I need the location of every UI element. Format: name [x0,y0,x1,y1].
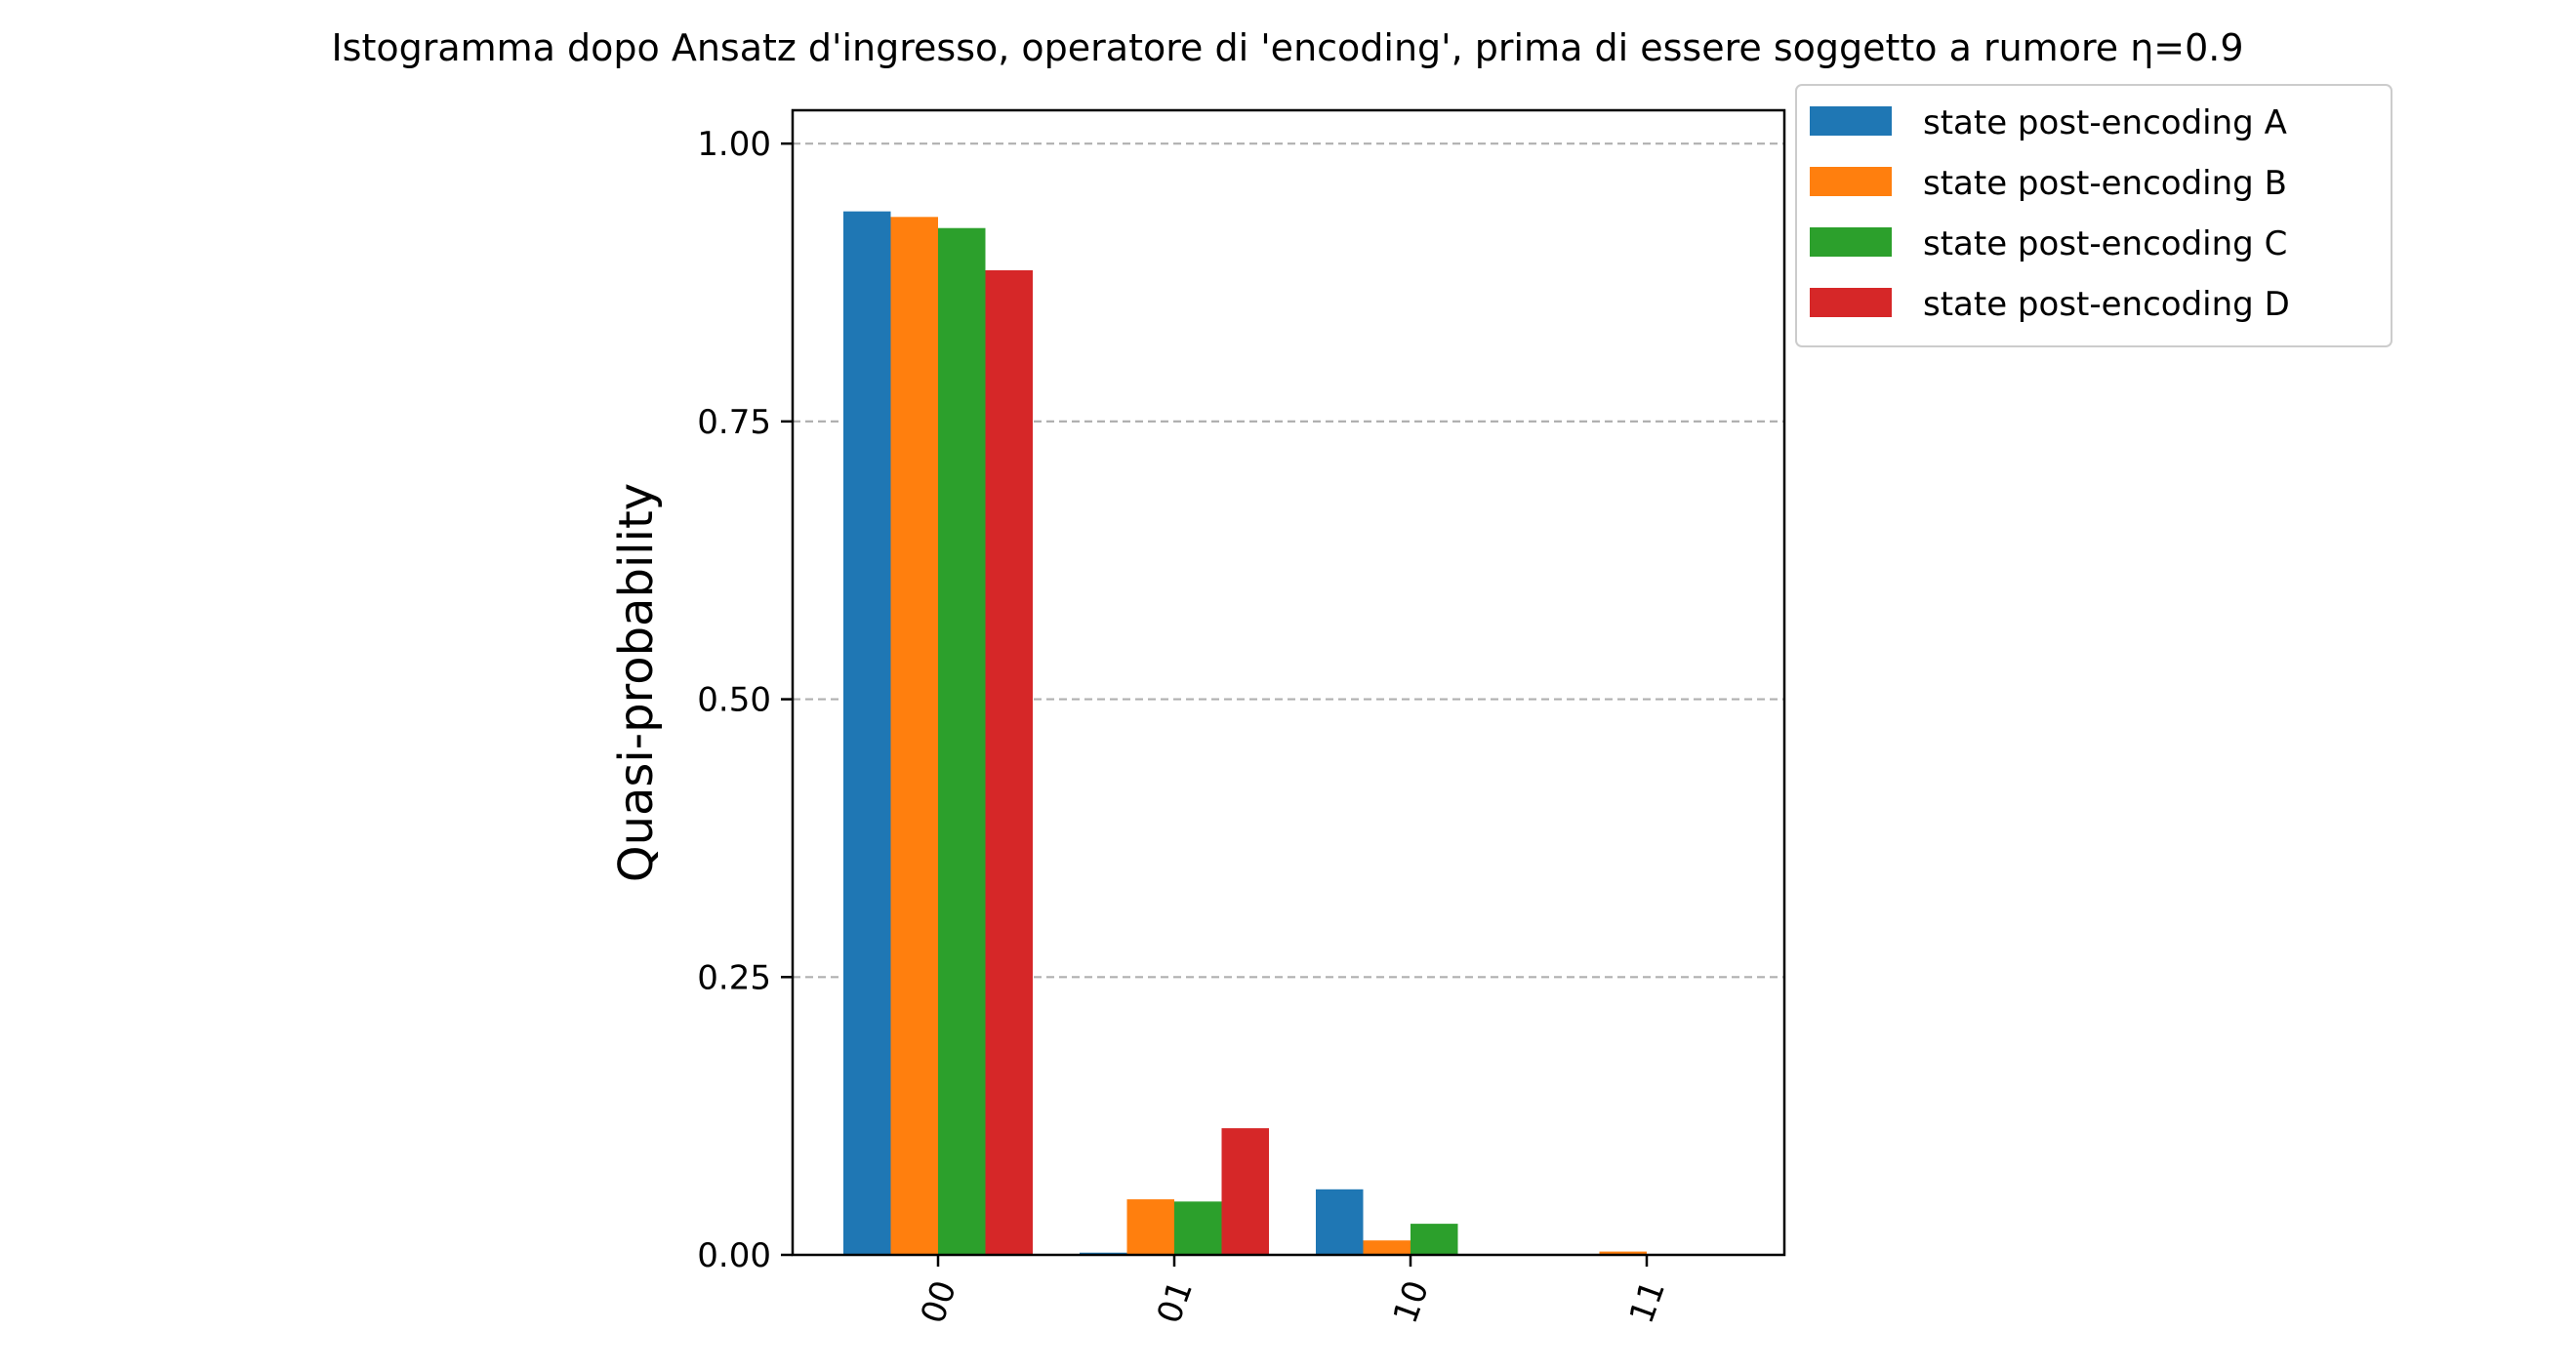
bars [843,211,1647,1256]
y-tick-label: 1.00 [697,125,771,164]
legend-swatch-2 [1810,167,1892,196]
chart-title: Istogramma dopo Ansatz d'ingresso, opera… [331,26,2243,69]
bar-10-series-3 [1411,1224,1458,1255]
legend: state post-encoding A state post-encoding… [1795,84,2392,347]
legend-label-1: state post-encoding A [1923,103,2287,142]
plot-area-frame [791,108,1786,1257]
legend-label-3: state post-encoding C [1923,224,2287,263]
y-axis-ticks: 0.00 0.25 0.50 0.75 1.00 [697,125,793,1275]
y-tick-label: 0.00 [697,1236,771,1275]
bar-00-series-3 [938,227,986,1255]
bar-01-series-2 [1126,1199,1174,1255]
bar-10-series-1 [1316,1189,1364,1255]
legend-label-4: state post-encoding D [1923,285,2290,324]
y-axis-label: Quasi-probability [609,483,664,882]
bar-00-series-2 [890,217,938,1256]
y-tick-label: 0.75 [697,403,771,442]
y-tick-label: 0.50 [697,681,771,720]
x-axis-ticks: 00 01 10 11 [914,1255,1673,1329]
bar-10-series-2 [1363,1240,1411,1255]
legend-swatch-4 [1810,288,1892,317]
x-tick-label: 11 [1622,1275,1673,1328]
legend-swatch-3 [1810,227,1892,257]
legend-label-2: state post-encoding B [1923,164,2287,203]
x-tick-label: 00 [914,1275,964,1328]
bar-00-series-1 [843,211,891,1255]
y-tick-label: 0.25 [697,958,771,997]
bar-00-series-4 [985,269,1033,1256]
x-tick-label: 01 [1150,1275,1201,1328]
legend-frame [1795,84,2392,347]
bar-01-series-3 [1174,1201,1222,1255]
bar-01-series-4 [1221,1128,1269,1255]
bar-11-series-2 [1599,1251,1647,1255]
x-tick-label: 10 [1386,1275,1437,1328]
legend-swatch-1 [1810,106,1892,136]
